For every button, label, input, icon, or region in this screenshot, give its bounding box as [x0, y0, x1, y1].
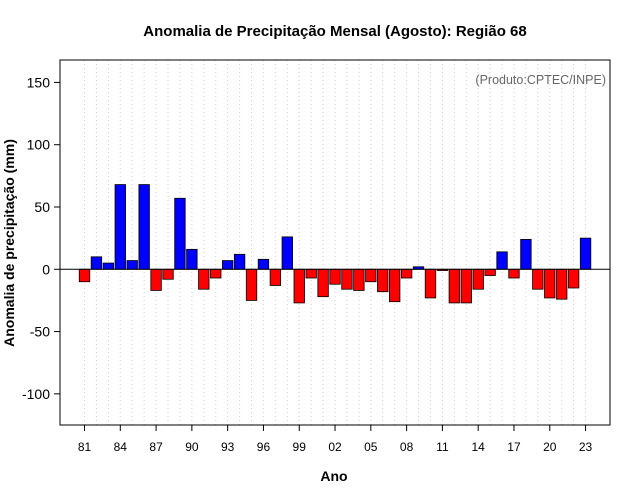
- bar-16: [496, 251, 508, 270]
- bar-98: [281, 236, 293, 270]
- y-tick-label: -50: [30, 324, 50, 340]
- bar-19: [532, 268, 544, 290]
- x-tick-label: 14: [472, 440, 486, 454]
- bar-91: [198, 268, 210, 290]
- x-tick-label: 99: [293, 440, 307, 454]
- x-tick-label: 05: [364, 440, 378, 454]
- x-tick-label: 84: [114, 440, 128, 454]
- bar-03: [341, 268, 353, 290]
- bar-84: [114, 184, 126, 270]
- y-tick-label: 50: [34, 199, 50, 215]
- y-tick-label: 0: [42, 261, 50, 277]
- y-axis: -100 -50 0 50 100 150: [22, 74, 60, 402]
- source-annotation: (Produto:CPTEC/INPE): [475, 73, 606, 87]
- vertical-grid: [84, 60, 587, 425]
- bar-92: [210, 268, 222, 279]
- x-tick-label: 96: [257, 440, 271, 454]
- bar-86: [138, 184, 150, 270]
- bar-14: [472, 268, 484, 290]
- bar-97: [269, 268, 282, 286]
- bar-20: [544, 268, 556, 299]
- y-axis-label: Anomalia de precipitação (mm): [1, 139, 17, 347]
- bar-10: [424, 268, 437, 299]
- bar-90: [186, 248, 198, 270]
- y-tick-label: 150: [27, 74, 51, 90]
- y-tick-label: -100: [22, 386, 50, 402]
- bar-87: [150, 268, 162, 291]
- bar-17: [508, 268, 520, 279]
- bar-83: [102, 262, 115, 270]
- x-tick-label: 93: [221, 440, 235, 454]
- x-tick-label: 23: [579, 440, 593, 454]
- x-tick-label: 11: [436, 440, 449, 454]
- x-tick-label: 90: [185, 440, 199, 454]
- bar-96: [257, 258, 270, 270]
- bar-95: [245, 268, 258, 301]
- bar-85: [126, 260, 138, 270]
- bar-18: [520, 238, 532, 270]
- x-tick-label: 81: [78, 440, 92, 454]
- bar-89: [174, 197, 186, 270]
- x-tick-label: 20: [543, 440, 557, 454]
- bar-94: [233, 253, 246, 270]
- y-tick-label: 100: [27, 137, 51, 153]
- bar-01: [317, 268, 329, 298]
- bar-22: [567, 268, 580, 289]
- bar-81: [78, 268, 91, 283]
- bar-88: [162, 268, 174, 280]
- bar-15: [484, 268, 496, 276]
- bar-13: [460, 268, 472, 304]
- bar-06: [377, 268, 389, 293]
- x-tick-label: 02: [328, 440, 342, 454]
- bar-05: [365, 268, 377, 283]
- bar-07: [389, 268, 401, 303]
- x-axis: 81 84 87 90 93 96 99 02 05 08 11 14 17 20 23: [78, 425, 593, 454]
- bar-02: [329, 268, 341, 285]
- bar-82: [90, 256, 103, 270]
- x-axis-label: Ano: [320, 468, 347, 484]
- bar-08: [400, 268, 413, 279]
- x-tick-label: 87: [149, 440, 163, 454]
- bars-group: [78, 184, 592, 304]
- bar-23: [579, 237, 592, 270]
- x-tick-label: 17: [507, 440, 521, 454]
- chart-title: Anomalia de Precipitação Mensal (Agosto)…: [143, 23, 526, 40]
- bar-99: [293, 268, 305, 304]
- bar-21: [556, 268, 568, 300]
- bar-93: [222, 260, 234, 270]
- x-tick-label: 08: [400, 440, 414, 454]
- bar-04: [353, 268, 365, 291]
- bar-00: [305, 268, 317, 279]
- bar-12: [448, 268, 460, 304]
